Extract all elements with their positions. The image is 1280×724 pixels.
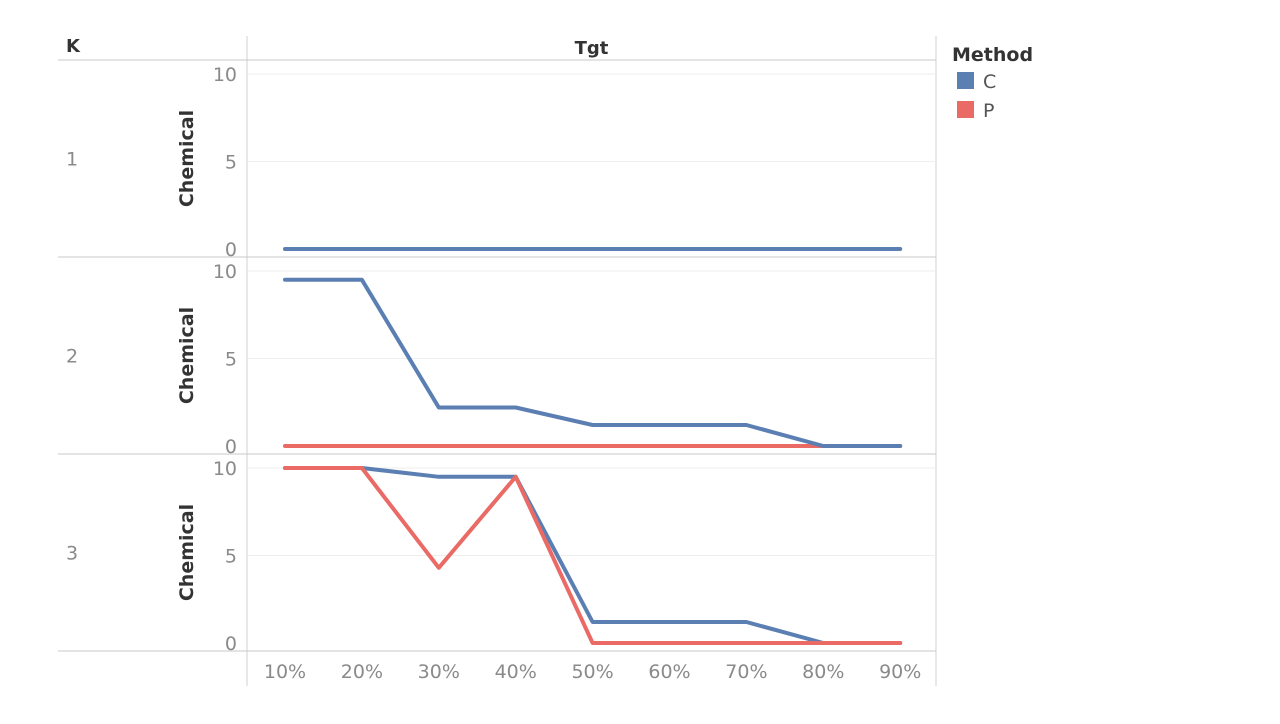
- series-line-C: [283, 466, 903, 645]
- legend-swatch-P: [957, 101, 974, 118]
- x-tick-label: 70%: [725, 661, 767, 683]
- y-tick-label: 5: [225, 349, 237, 371]
- x-tick-label: 90%: [879, 661, 921, 683]
- y-tick-label: 0: [225, 436, 237, 458]
- y-axis-label: Chemical: [176, 307, 198, 404]
- y-tick-label: 10: [213, 261, 237, 283]
- series-line-C: [283, 277, 903, 448]
- row-header-label: K: [66, 36, 81, 57]
- row-label: 1: [66, 149, 78, 171]
- row-label: 3: [66, 543, 78, 565]
- y-axis-label: Chemical: [176, 504, 198, 601]
- y-tick-label: 5: [225, 152, 237, 174]
- x-tick-label: 10%: [264, 661, 306, 683]
- row-label: 2: [66, 346, 78, 368]
- x-tick-label: 40%: [495, 661, 537, 683]
- series-line-P: [283, 466, 903, 645]
- legend-swatch-C: [957, 72, 974, 89]
- legend-title: Method: [952, 44, 1033, 66]
- y-tick-label: 0: [225, 633, 237, 655]
- legend-label-P: P: [983, 100, 994, 122]
- x-tick-label: 30%: [418, 661, 460, 683]
- y-axis-label: Chemical: [176, 110, 198, 207]
- y-tick-label: 10: [213, 458, 237, 480]
- y-tick-label: 5: [225, 546, 237, 568]
- x-tick-label: 80%: [802, 661, 844, 683]
- x-tick-label: 50%: [571, 661, 613, 683]
- column-header-label: Tgt: [575, 38, 609, 59]
- legend-label-C: C: [983, 71, 996, 93]
- y-tick-label: 0: [225, 239, 237, 261]
- x-tick-label: 20%: [341, 661, 383, 683]
- y-tick-label: 10: [213, 64, 237, 86]
- x-tick-label: 60%: [648, 661, 690, 683]
